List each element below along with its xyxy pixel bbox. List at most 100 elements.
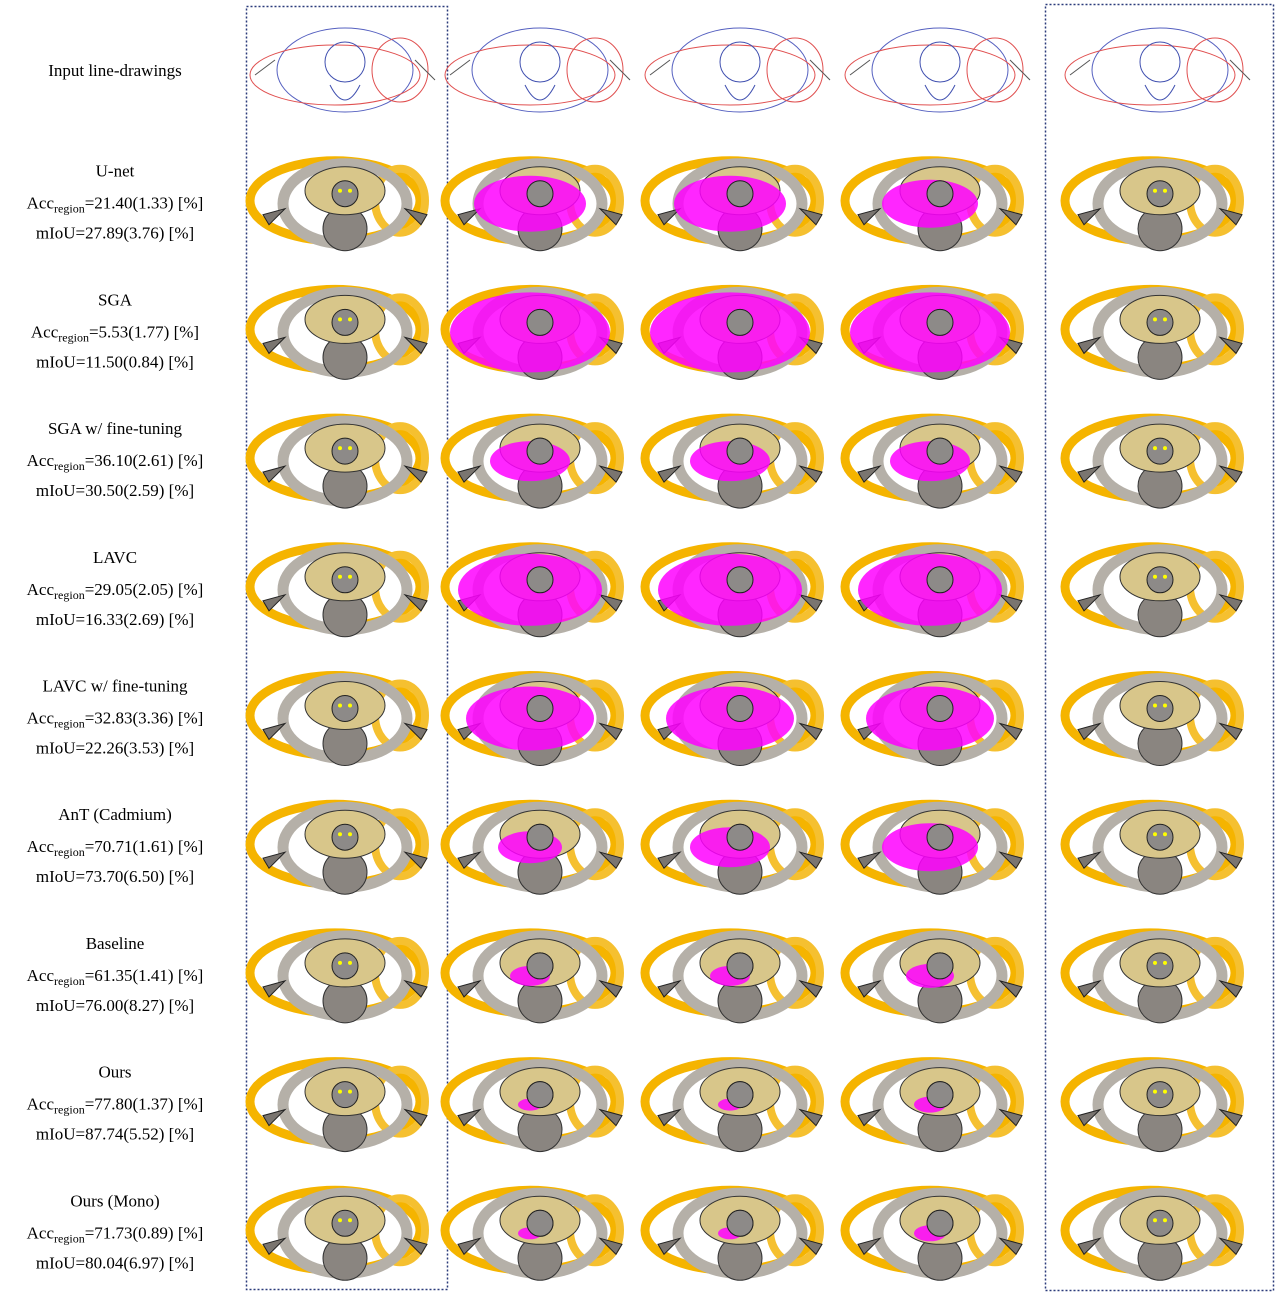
acc-value: =70.71(1.61) [%] — [85, 837, 204, 856]
miou-metric: mIoU=76.00(8.27) [%] — [36, 996, 194, 1015]
colorized-frame — [645, 289, 822, 379]
colorized-frame — [1065, 1062, 1242, 1152]
acc-metric: Accregion=5.53(1.77) [%] — [31, 322, 199, 344]
colorized-frame — [445, 161, 622, 251]
acc-value: =71.73(0.89) [%] — [85, 1223, 204, 1242]
colorized-frame — [845, 1062, 1022, 1152]
acc-subscript: region — [54, 845, 85, 859]
acc-subscript: region — [54, 459, 85, 473]
colorized-frame — [250, 547, 427, 637]
acc-value: =61.35(1.41) [%] — [85, 966, 204, 985]
acc-symbol: Acc — [31, 322, 59, 341]
colorized-frame — [845, 547, 1022, 637]
acc-symbol: Acc — [27, 451, 55, 470]
acc-symbol: Acc — [27, 1223, 55, 1242]
colorized-frame — [445, 289, 622, 379]
acc-symbol: Acc — [27, 966, 55, 985]
method-name: Baseline — [86, 934, 145, 953]
acc-symbol: Acc — [27, 1095, 55, 1114]
acc-metric: Accregion=61.35(1.41) [%] — [27, 966, 204, 988]
acc-symbol: Acc — [27, 194, 55, 213]
acc-metric: Accregion=77.80(1.37) [%] — [27, 1095, 204, 1117]
method-name: Ours — [98, 1063, 131, 1082]
method-name: LAVC — [93, 548, 137, 567]
acc-subscript: region — [54, 202, 85, 216]
colorized-frame — [1065, 418, 1242, 508]
acc-subscript: region — [58, 330, 89, 344]
acc-metric: Accregion=36.10(2.61) [%] — [27, 451, 204, 473]
line-drawing — [645, 28, 830, 112]
acc-value: =21.40(1.33) [%] — [85, 194, 204, 213]
miou-metric: mIoU=16.33(2.69) [%] — [36, 610, 194, 629]
colorized-frame — [1065, 804, 1242, 894]
method-name: AnT (Cadmium) — [58, 805, 171, 824]
colorized-frame — [445, 418, 622, 508]
colorized-frame — [250, 1062, 427, 1152]
colorized-frame — [1065, 547, 1242, 637]
colorized-frame — [250, 933, 427, 1023]
colorized-frame — [250, 804, 427, 894]
colorized-frame — [645, 1062, 822, 1152]
colorized-frame — [445, 933, 622, 1023]
acc-metric: Accregion=70.71(1.61) [%] — [27, 837, 204, 859]
miou-metric: mIoU=73.70(6.50) [%] — [36, 867, 194, 886]
acc-value: =29.05(2.05) [%] — [85, 580, 204, 599]
colorized-frame — [645, 676, 822, 766]
colorized-frame — [250, 1190, 427, 1280]
acc-value: =36.10(2.61) [%] — [85, 451, 204, 470]
line-drawing — [250, 28, 435, 112]
colorized-frame — [445, 804, 622, 894]
miou-metric: mIoU=27.89(3.76) [%] — [36, 224, 194, 243]
colorized-frame — [645, 161, 822, 251]
colorized-frame — [645, 804, 822, 894]
acc-metric: Accregion=32.83(3.36) [%] — [27, 709, 204, 731]
acc-value: =77.80(1.37) [%] — [85, 1095, 204, 1114]
colorized-frame — [1065, 289, 1242, 379]
line-drawing — [845, 28, 1030, 112]
acc-value: =5.53(1.77) [%] — [89, 322, 199, 341]
colorized-frame — [645, 547, 822, 637]
colorized-frame — [250, 289, 427, 379]
method-name: SGA w/ fine-tuning — [48, 419, 183, 438]
acc-subscript: region — [54, 974, 85, 988]
colorized-frame — [1065, 1190, 1242, 1280]
colorized-frame — [645, 418, 822, 508]
method-name: U-net — [96, 162, 135, 181]
miou-metric: mIoU=11.50(0.84) [%] — [36, 352, 194, 371]
method-name: LAVC w/ fine-tuning — [42, 677, 188, 696]
line-drawing — [445, 28, 630, 112]
colorized-frame — [845, 804, 1022, 894]
line-drawing — [1065, 28, 1250, 112]
colorized-frame — [1065, 161, 1242, 251]
colorized-frame — [845, 418, 1022, 508]
colorized-frame — [845, 1190, 1022, 1280]
colorized-frame — [845, 289, 1022, 379]
colorized-frame — [645, 933, 822, 1023]
acc-subscript: region — [54, 1231, 85, 1245]
acc-value: =32.83(3.36) [%] — [85, 709, 204, 728]
colorized-frame — [250, 676, 427, 766]
colorized-frame — [250, 161, 427, 251]
colorized-frame — [250, 418, 427, 508]
acc-metric: Accregion=71.73(0.89) [%] — [27, 1223, 204, 1245]
method-name: SGA — [98, 290, 133, 309]
miou-metric: mIoU=87.74(5.52) [%] — [36, 1125, 194, 1144]
colorized-frame — [445, 1062, 622, 1152]
miou-metric: mIoU=80.04(6.97) [%] — [36, 1253, 194, 1272]
colorized-frame — [845, 676, 1022, 766]
acc-subscript: region — [54, 1103, 85, 1117]
miou-metric: mIoU=22.26(3.53) [%] — [36, 739, 194, 758]
acc-symbol: Acc — [27, 580, 55, 599]
colorized-frame — [845, 161, 1022, 251]
colorized-frame — [645, 1190, 822, 1280]
acc-subscript: region — [54, 588, 85, 602]
acc-subscript: region — [54, 717, 85, 731]
acc-symbol: Acc — [27, 837, 55, 856]
method-name: Ours (Mono) — [70, 1191, 159, 1210]
row-label: Input line-drawings — [48, 61, 182, 80]
image-grid — [250, 28, 1250, 1280]
acc-symbol: Acc — [27, 709, 55, 728]
acc-metric: Accregion=21.40(1.33) [%] — [27, 194, 204, 216]
colorized-frame — [845, 933, 1022, 1023]
miou-metric: mIoU=30.50(2.59) [%] — [36, 481, 194, 500]
